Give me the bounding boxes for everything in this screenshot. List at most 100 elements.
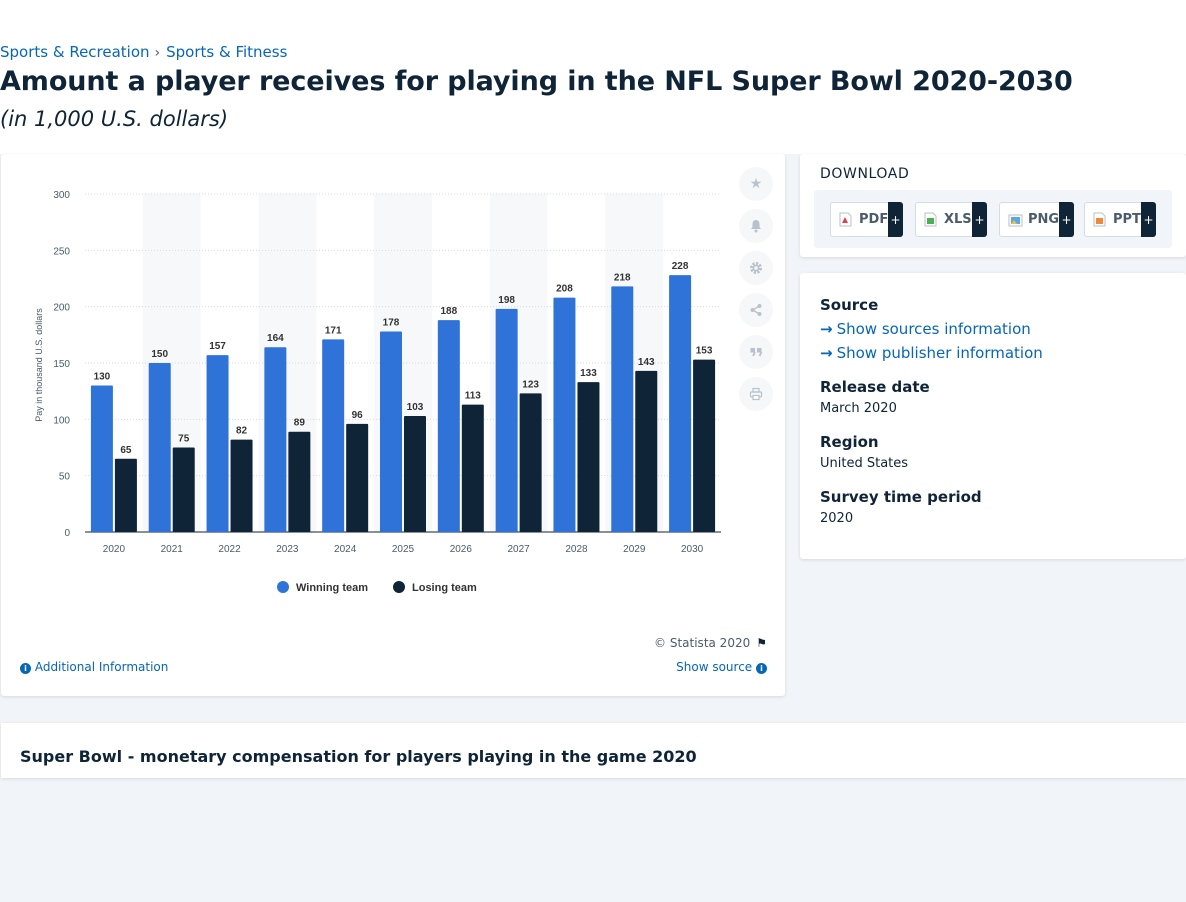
print-icon[interactable] <box>739 377 773 411</box>
arrow-right-icon: → <box>820 344 833 362</box>
related-statistic[interactable]: Super Bowl - monetary compensation for p… <box>1 723 1186 778</box>
breadcrumb-sports-fitness[interactable]: Sports & Fitness <box>166 43 288 61</box>
bar-winning-2025 <box>380 331 402 532</box>
download-pdf-label: PDF <box>859 212 889 227</box>
bar-winning-2020 <box>90 385 113 532</box>
data-label: 113 <box>465 391 482 402</box>
show-publisher-link[interactable]: → Show publisher information <box>820 344 1043 362</box>
region-heading: Region <box>820 433 879 451</box>
show-sources-label: Show sources information <box>836 320 1031 338</box>
quote-icon[interactable] <box>739 335 773 369</box>
xls-file-icon <box>924 212 937 227</box>
source-heading: Source <box>820 296 879 314</box>
gear-icon[interactable] <box>739 251 773 285</box>
arrow-right-icon: → <box>820 320 833 338</box>
data-label: 218 <box>614 272 631 283</box>
bar-winning-2023 <box>264 347 287 532</box>
y-tick-label: 300 <box>53 190 70 201</box>
show-source-link[interactable]: Show source i <box>676 660 767 674</box>
download-buttons: PDF + XLS + PNG + PPT + <box>814 190 1172 248</box>
y-axis-label: Pay in thousand U.S. dollars <box>34 308 44 422</box>
x-tick-label: 2025 <box>392 544 415 555</box>
legend-marker <box>393 581 405 593</box>
data-label: 228 <box>672 261 689 272</box>
y-tick-label: 250 <box>53 246 70 257</box>
bar-losing-2029 <box>635 370 658 532</box>
data-label: 178 <box>383 317 400 328</box>
y-tick-label: 0 <box>64 528 70 539</box>
x-tick-label: 2028 <box>565 544 588 555</box>
x-tick-label: 2026 <box>450 544 473 555</box>
breadcrumb: Sports & Recreation › Sports & Fitness <box>0 43 287 61</box>
x-tick-label: 2023 <box>276 544 299 555</box>
x-tick-label: 2030 <box>681 544 704 555</box>
y-tick-label: 50 <box>59 472 71 483</box>
breadcrumb-sports-recreation[interactable]: Sports & Recreation <box>0 43 150 61</box>
chart-tools: ★ <box>739 167 773 419</box>
data-label: 75 <box>178 434 190 445</box>
bar-losing-2022 <box>230 439 253 532</box>
download-ppt-button[interactable]: PPT + <box>1084 202 1156 237</box>
download-png-button[interactable]: PNG + <box>999 202 1074 237</box>
download-pdf-button[interactable]: PDF + <box>830 202 903 237</box>
download-ppt-label: PPT <box>1113 212 1141 227</box>
data-label: 188 <box>440 306 457 317</box>
x-tick-label: 2020 <box>103 544 126 555</box>
bar-winning-2027 <box>495 308 518 532</box>
data-label: 65 <box>120 445 132 456</box>
info-icon: i <box>756 663 767 674</box>
copyright-text: © Statista 2020 <box>654 636 751 650</box>
data-label: 153 <box>696 346 713 357</box>
bell-icon[interactable] <box>739 209 773 243</box>
download-xls-button[interactable]: XLS + <box>915 202 987 237</box>
additional-information-link[interactable]: i Additional Information <box>20 660 168 674</box>
page-subtitle: (in 1,000 U.S. dollars) <box>0 107 229 131</box>
breadcrumb-separator: › <box>154 45 161 61</box>
bar-winning-2029 <box>611 286 634 532</box>
bar-winning-2024 <box>322 339 345 532</box>
png-plus-icon: + <box>1059 202 1074 237</box>
release-date-value: March 2020 <box>820 401 897 416</box>
pdf-plus-icon: + <box>888 202 903 237</box>
bar-losing-2023 <box>288 431 311 532</box>
data-label: 164 <box>267 333 284 344</box>
page-title: Amount a player receives for playing in … <box>0 66 1073 97</box>
x-tick-label: 2024 <box>334 544 357 555</box>
statistic-info-panel: Source → Show sources information → Show p… <box>800 273 1186 559</box>
x-tick-label: 2022 <box>218 544 241 555</box>
region-value: United States <box>820 456 909 471</box>
flag-icon[interactable]: ⚑ <box>756 636 767 650</box>
bar-winning-2021 <box>148 363 171 532</box>
bar-losing-2026 <box>461 404 484 532</box>
y-tick-label: 150 <box>53 359 70 370</box>
download-png-label: PNG <box>1028 212 1060 227</box>
y-tick-label: 100 <box>53 415 70 426</box>
legend-label: Losing team <box>412 582 477 594</box>
bar-losing-2027 <box>519 393 542 532</box>
data-label: 150 <box>151 349 168 360</box>
share-icon[interactable] <box>739 293 773 327</box>
show-publisher-label: Show publisher information <box>836 344 1043 362</box>
related-statistic-title[interactable]: Super Bowl - monetary compensation for p… <box>20 747 697 766</box>
show-sources-link[interactable]: → Show sources information <box>820 320 1031 338</box>
data-label: 157 <box>209 341 226 352</box>
bar-winning-2026 <box>437 320 460 532</box>
bar-losing-2030 <box>693 359 716 532</box>
bar-winning-2022 <box>206 355 229 532</box>
xls-plus-icon: + <box>972 202 987 237</box>
star-icon[interactable]: ★ <box>739 167 773 201</box>
bar-losing-2021 <box>172 447 195 532</box>
download-title: DOWNLOAD <box>820 166 910 182</box>
y-tick-label: 200 <box>53 303 70 314</box>
data-label: 208 <box>556 284 573 295</box>
data-label: 171 <box>325 325 342 336</box>
additional-information-label: Additional Information <box>34 660 169 674</box>
page-header: Sports & Recreation › Sports & Fitness Amo… <box>0 0 1186 154</box>
data-label: 133 <box>580 368 597 379</box>
show-source-label: Show source <box>676 660 753 674</box>
download-panel: DOWNLOAD PDF + XLS + PNG + PPT + <box>800 154 1186 257</box>
bar-chart: 0 50 100 150 200 250 300 Pay in thousand U.S. d… <box>34 190 721 594</box>
bar-losing-2024 <box>346 423 369 532</box>
x-tick-label: 2029 <box>623 544 646 555</box>
bar-losing-2025 <box>404 415 426 532</box>
